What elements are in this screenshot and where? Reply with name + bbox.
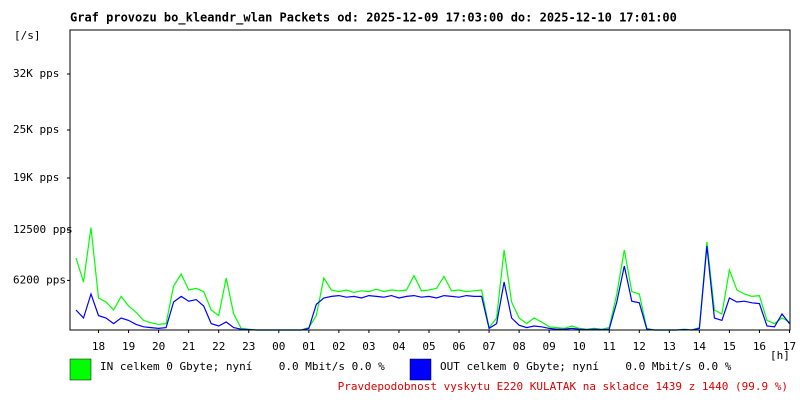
x-tick-label: 05: [422, 340, 435, 353]
y-tick-label: 25K pps: [13, 123, 59, 136]
chart-title: Graf provozu bo_kleandr_wlan Packets od:…: [70, 11, 677, 26]
legend-swatch: [69, 358, 92, 381]
x-tick-label: 07: [482, 340, 495, 353]
x-tick-label: 15: [723, 340, 736, 353]
x-tick-label: 08: [512, 340, 525, 353]
x-tick-label: 16: [753, 340, 766, 353]
x-tick-label: 17: [783, 340, 796, 353]
x-tick-label: 22: [212, 340, 225, 353]
x-tick-label: 14: [693, 340, 707, 353]
x-tick-label: 00: [272, 340, 285, 353]
x-tick-label: 04: [392, 340, 406, 353]
x-axis-unit: [h]: [770, 349, 790, 362]
plot-border: [69, 29, 791, 331]
footnote: Pravdepodobnost vyskytu E220 KULATAK na …: [338, 380, 788, 393]
x-tick-label: 01: [302, 340, 315, 353]
x-tick-label: 12: [633, 340, 646, 353]
x-tick-label: 21: [182, 340, 195, 353]
x-tick-label: 18: [92, 340, 105, 353]
y-axis-unit: [/s]: [14, 29, 41, 42]
x-tick-label: 02: [332, 340, 345, 353]
x-tick-label: 11: [603, 340, 616, 353]
x-tick-label: 23: [242, 340, 255, 353]
legend-label: IN celkem 0 Gbyte; nyní 0.0 Mbit/s 0.0 %: [100, 360, 385, 373]
y-tick-label: 19K pps: [13, 171, 59, 184]
y-tick-label: 6200 pps: [13, 273, 66, 286]
x-tick-label: 10: [573, 340, 586, 353]
y-tick-label: 32K pps: [13, 67, 59, 80]
legend-swatch: [409, 358, 432, 381]
x-tick-label: 13: [663, 340, 676, 353]
x-tick-label: 09: [543, 340, 556, 353]
x-tick-label: 06: [452, 340, 465, 353]
legend-label: OUT celkem 0 Gbyte; nyní 0.0 Mbit/s 0.0 …: [440, 360, 732, 373]
x-tick-label: 19: [122, 340, 135, 353]
x-tick-label: 20: [152, 340, 165, 353]
x-tick-label: 03: [362, 340, 375, 353]
y-tick-label: 12500 pps: [13, 223, 73, 236]
